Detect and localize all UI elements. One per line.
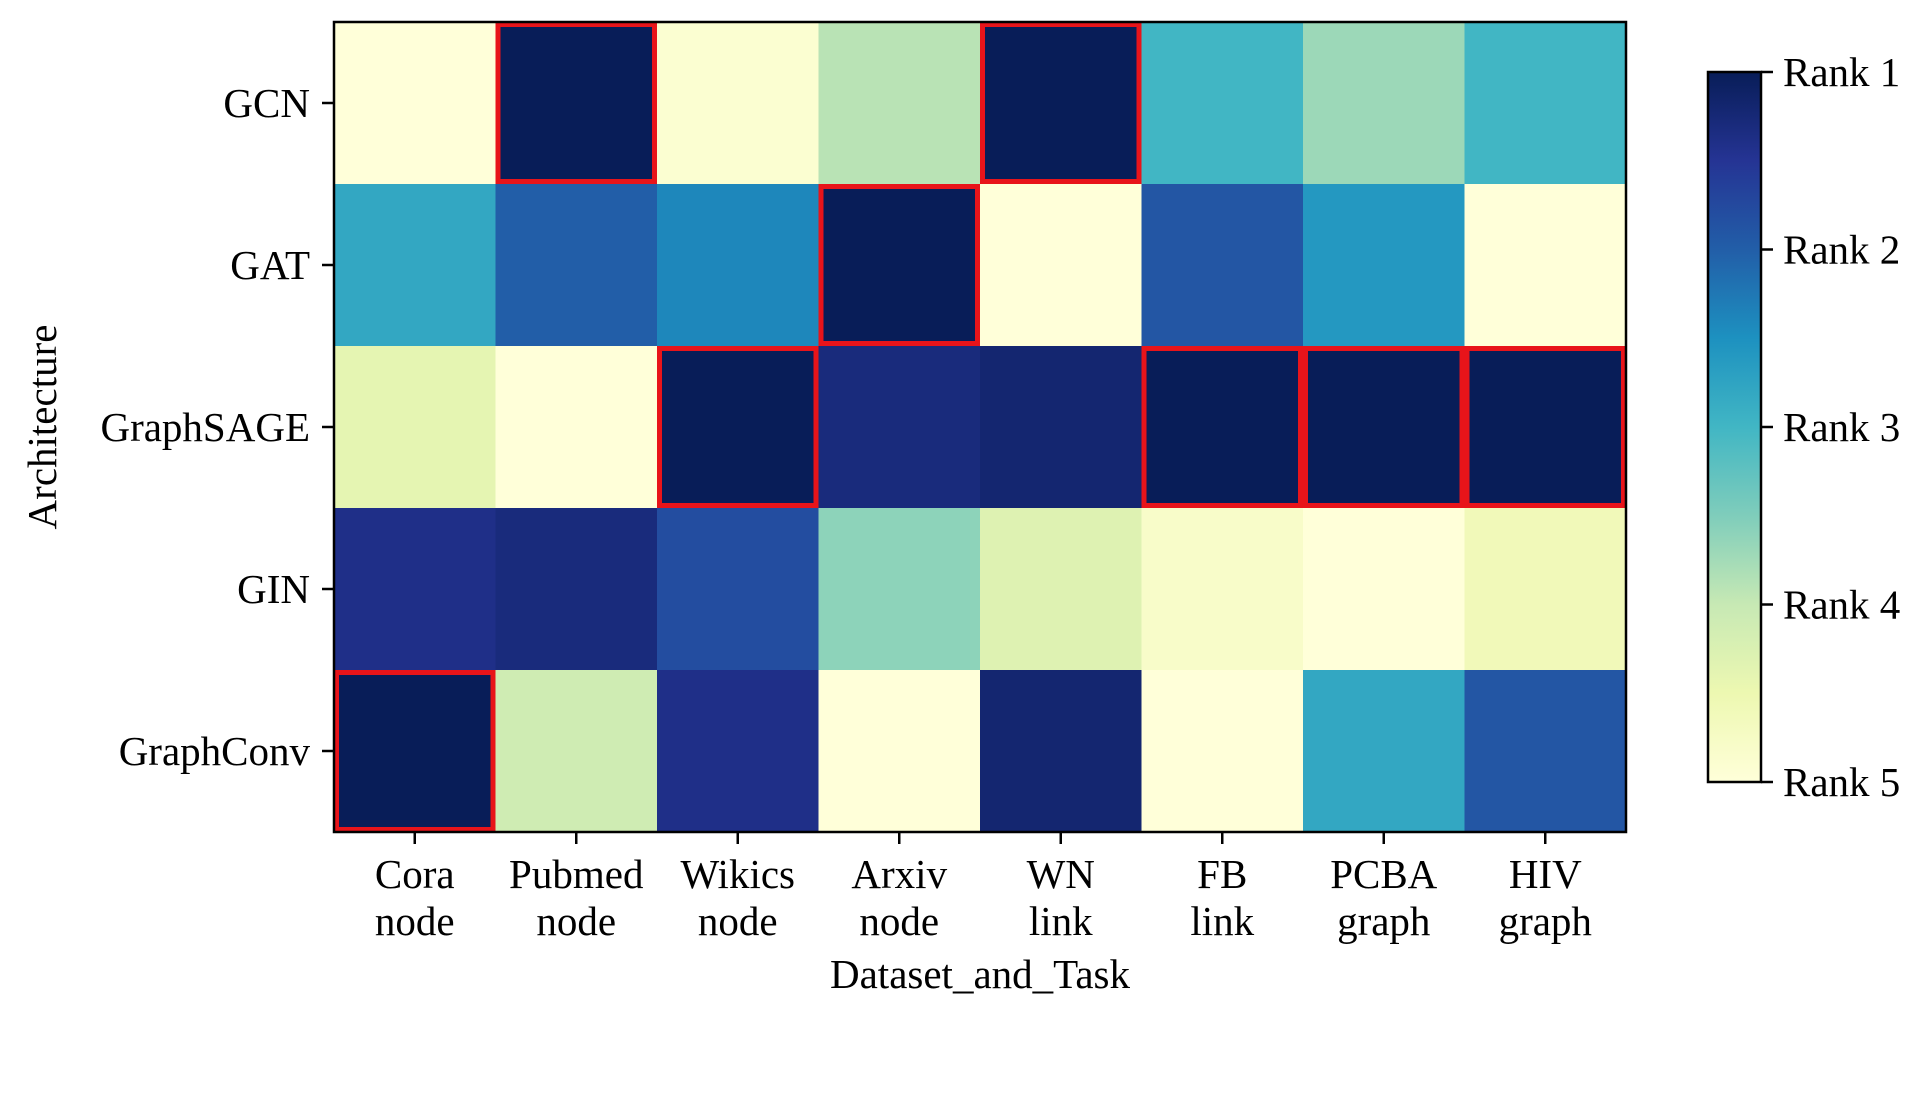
heatmap-cell-gcn-arxiv — [818, 22, 981, 185]
heatmap-cell-gat-wikics — [657, 184, 820, 347]
heatmap-cell-graphconv-cora — [334, 670, 497, 833]
heatmap-cell-gat-wn — [980, 184, 1143, 347]
x-tick-label-wn-task: link — [1029, 898, 1093, 944]
heatmap-cell-graphsage-cora — [334, 346, 497, 509]
x-tick-label-wn-name: WN — [1027, 851, 1095, 897]
x-tick-label-hiv-task: graph — [1499, 898, 1592, 944]
heatmap-cell-gcn-pubmed — [495, 22, 658, 185]
heatmap-cell-gcn-fb — [1141, 22, 1304, 185]
heatmap-cell-gin-fb — [1141, 508, 1304, 671]
heatmap-cell-gin-pcba — [1303, 508, 1466, 671]
colorbar-tick-label-rank-5: Rank 5 — [1783, 759, 1900, 805]
heatmap-cell-gin-hiv — [1464, 508, 1627, 671]
heatmap-cell-graphsage-pcba — [1303, 346, 1466, 509]
x-tick-label-cora-name: Cora — [375, 851, 455, 897]
x-tick-label-fb-task: link — [1190, 898, 1254, 944]
colorbar-tick-label-rank-4: Rank 4 — [1783, 582, 1900, 628]
x-axis-ticks: CoranodePubmednodeWikicsnodeArxivnodeWNl… — [375, 832, 1592, 944]
x-tick-label-pcba-name: PCBA — [1330, 851, 1437, 897]
heatmap-cell-graphsage-arxiv — [818, 346, 981, 509]
highlight-box-graphsage-pcba — [1303, 346, 1465, 508]
heatmap-cell-gat-fb — [1141, 184, 1304, 347]
x-tick-label-arxiv-name: Arxiv — [851, 851, 947, 897]
colorbar-tick-label-rank-3: Rank 3 — [1783, 404, 1900, 450]
highlight-box-graphsage-hiv — [1464, 346, 1626, 508]
x-tick-label-pubmed-task: node — [536, 898, 616, 944]
heatmap-cell-graphconv-arxiv — [818, 670, 981, 833]
heatmap-cell-gin-arxiv — [818, 508, 981, 671]
highlight-box-gcn-pubmed — [495, 22, 657, 184]
highlight-box-graphsage-wikics — [657, 346, 819, 508]
x-axis-label: Dataset_and_Task — [830, 951, 1130, 997]
heatmap-cell-gcn-wikics — [657, 22, 820, 185]
heatmap-cell-graphsage-wikics — [657, 346, 820, 509]
colorbar-ticks: Rank 1 Rank 2 Rank 3 Rank 4 Rank 5 — [1761, 49, 1900, 805]
y-tick-label-gcn: GCN — [223, 80, 310, 126]
heatmap-cell-gcn-hiv — [1464, 22, 1627, 185]
colorbar-tick-label-rank-2: Rank 2 — [1783, 227, 1900, 273]
x-tick-label-hiv-name: HIV — [1509, 851, 1582, 897]
y-tick-label-gin: GIN — [237, 566, 310, 612]
heatmap-cell-gat-cora — [334, 184, 497, 347]
heatmap-cell-graphconv-pubmed — [495, 670, 658, 833]
highlight-box-gat-arxiv — [818, 184, 980, 346]
heatmap-cell-graphconv-wikics — [657, 670, 820, 833]
heatmap-cell-graphconv-fb — [1141, 670, 1304, 833]
heatmap-cell-graphsage-wn — [980, 346, 1143, 509]
y-axis-ticks: GCN GAT GraphSAGE GIN GraphConv — [100, 80, 334, 774]
y-tick-label-graphsage: GraphSAGE — [100, 404, 310, 450]
heatmap-cell-gcn-pcba — [1303, 22, 1466, 185]
heatmap-cell-graphconv-pcba — [1303, 670, 1466, 833]
y-axis-label: Architecture — [19, 325, 65, 530]
highlight-box-gcn-wn — [980, 22, 1142, 184]
heatmap-cell-gin-wikics — [657, 508, 820, 671]
x-tick-label-wikics-task: node — [698, 898, 778, 944]
heatmap-cell-gcn-cora — [334, 22, 497, 185]
x-tick-label-arxiv-task: node — [859, 898, 939, 944]
heatmap-cell-graphconv-wn — [980, 670, 1143, 833]
colorbar — [1706, 70, 1763, 784]
x-tick-label-pcba-task: graph — [1337, 898, 1430, 944]
x-tick-label-wikics-name: Wikics — [681, 851, 796, 897]
heatmap-cell-gat-pubmed — [495, 184, 658, 347]
x-tick-label-pubmed-name: Pubmed — [509, 851, 643, 897]
heatmap-cell-gin-wn — [980, 508, 1143, 671]
heatmap-cell-gat-pcba — [1303, 184, 1466, 347]
heatmap-cell-graphsage-hiv — [1464, 346, 1627, 509]
heatmap-cell-gat-hiv — [1464, 184, 1627, 347]
x-tick-label-cora-task: node — [375, 898, 455, 944]
heatmap-cell-gcn-wn — [980, 22, 1143, 185]
heatmap-cell-gat-arxiv — [818, 184, 981, 347]
highlight-box-graphconv-cora — [334, 670, 496, 832]
heatmap-cell-gin-pubmed — [495, 508, 658, 671]
x-tick-label-fb-name: FB — [1197, 851, 1247, 897]
colorbar-tick-label-rank-1: Rank 1 — [1783, 49, 1900, 95]
heatmap-cell-gin-cora — [334, 508, 497, 671]
heatmap-cells — [334, 22, 1627, 833]
heatmap-cell-graphsage-pubmed — [495, 346, 658, 509]
y-tick-label-gat: GAT — [230, 242, 310, 288]
y-tick-label-graphconv: GraphConv — [119, 728, 311, 774]
highlight-boxes — [334, 22, 1626, 832]
heatmap-cell-graphconv-hiv — [1464, 670, 1627, 833]
highlight-box-graphsage-fb — [1141, 346, 1303, 508]
heatmap-cell-graphsage-fb — [1141, 346, 1304, 509]
